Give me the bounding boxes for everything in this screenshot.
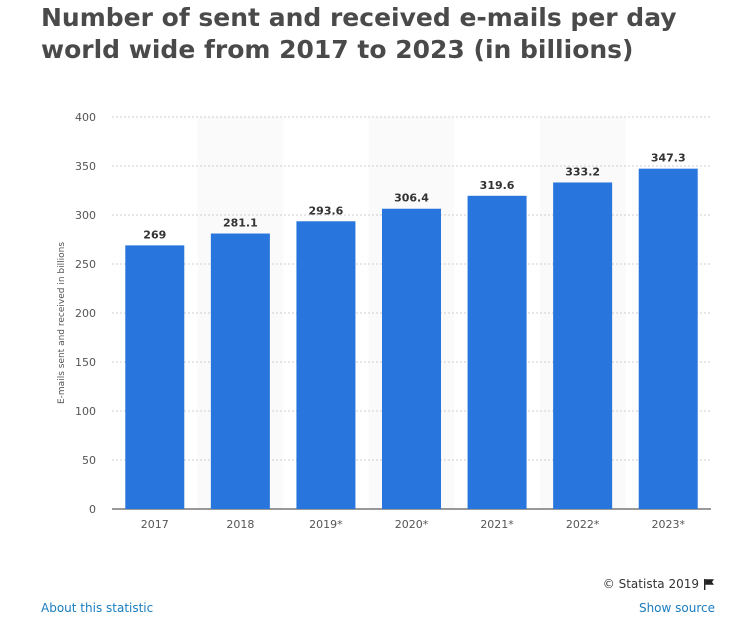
y-tick-label: 400 [75, 111, 96, 124]
about-statistic-link[interactable]: About this statistic [41, 601, 154, 615]
bar[interactable] [638, 168, 698, 509]
y-tick-label: 200 [75, 307, 96, 320]
bar-value-label: 319.6 [480, 179, 515, 192]
x-tick-label: 2021* [480, 518, 514, 531]
x-tick-label: 2020* [395, 518, 429, 531]
bar-value-label: 281.1 [223, 217, 258, 230]
y-tick-label: 0 [89, 503, 96, 516]
bar-value-label: 347.3 [651, 152, 686, 165]
copyright: © Statista 2019 [603, 577, 715, 591]
bar[interactable] [553, 182, 613, 510]
x-tick-label: 2017 [141, 518, 169, 531]
y-tick-label: 150 [75, 356, 96, 369]
y-axis-label: E-mails sent and received in billions [57, 242, 67, 404]
show-source-link[interactable]: Show source [638, 601, 715, 615]
bar[interactable] [467, 195, 527, 510]
bar-value-label: 269 [143, 228, 166, 241]
bar-value-label: 293.6 [309, 204, 344, 217]
y-tick-label: 50 [82, 454, 96, 467]
bar[interactable] [210, 233, 270, 509]
y-tick-label: 300 [75, 209, 96, 222]
flag-icon[interactable] [703, 578, 715, 590]
x-axis-ticks: 2017 2018 2019* 2020* 2021* 2022* 2023* [141, 518, 686, 531]
y-tick-label: 250 [75, 258, 96, 271]
bar-value-label: 306.4 [394, 192, 429, 205]
x-tick-label: 2019* [309, 518, 343, 531]
bar-value-label: 333.2 [565, 165, 600, 178]
chart-title: Number of sent and received e-mails per … [41, 3, 677, 64]
x-tick-label: 2023* [651, 518, 685, 531]
y-tick-label: 100 [75, 405, 96, 418]
x-tick-label: 2022* [566, 518, 600, 531]
bars [125, 168, 698, 510]
y-axis-ticks: 0 50 100 150 200 250 300 350 400 [75, 111, 96, 516]
x-tick-label: 2018 [226, 518, 254, 531]
y-tick-label: 350 [75, 160, 96, 173]
bar[interactable] [382, 208, 441, 509]
copyright-text: © Statista 2019 [602, 577, 699, 591]
bar[interactable] [125, 245, 185, 509]
value-labels: 269 281.1 293.6 306.4 319.6 333.2 347.3 [143, 152, 685, 242]
bar[interactable] [296, 221, 356, 509]
